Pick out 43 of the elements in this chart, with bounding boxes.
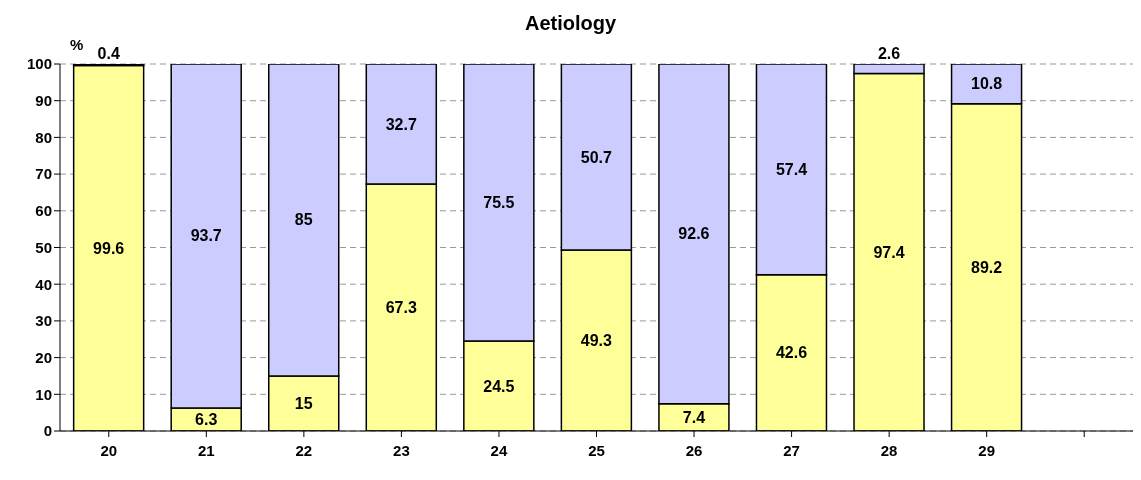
data-label: 57.4 [775,160,808,178]
y-tick-label: 0 [43,422,52,440]
y-tick-label: 10 [35,385,52,403]
y-tick-label: 50 [35,238,52,256]
y-axis-title: % [70,36,84,53]
y-tick-label: 40 [35,275,52,293]
data-label: 89.2 [971,258,1003,276]
data-label: 0.4 [97,44,120,62]
x-tick-label: 26 [685,441,703,459]
y-tick-label: 60 [35,202,52,220]
y-tick-label: 30 [35,312,52,330]
y-tick-label: 80 [35,128,52,146]
data-label: 93.7 [190,227,222,245]
data-label: 24.5 [483,377,515,395]
data-label: 85 [294,211,313,229]
x-tick-label: 25 [588,441,605,459]
chart-title: Aetiology [524,12,617,34]
x-tick-label: 29 [978,441,996,459]
x-tick-label: 22 [295,441,313,459]
x-tick-label: 20 [100,441,118,459]
data-label: 6.3 [195,410,218,428]
x-tick-label: 27 [783,441,800,459]
data-label: 67.3 [385,299,417,316]
y-tick-label: 20 [35,348,52,366]
data-label: 15 [294,394,313,412]
y-tick-label: 100 [26,55,52,73]
x-tick-label: 23 [393,441,410,459]
x-tick-label: 24 [490,441,508,459]
data-label: 75.5 [483,194,515,212]
data-label: 99.6 [93,239,125,257]
data-label: 42.6 [775,344,808,362]
data-label: 97.4 [873,243,905,261]
data-label: 2.6 [877,44,901,62]
data-label: 7.4 [682,408,706,426]
y-tick-label: 90 [35,92,52,110]
x-tick-label: 21 [197,441,215,459]
data-label: 10.8 [971,75,1003,93]
x-tick-label: 28 [880,441,898,459]
y-tick-label: 70 [35,165,52,183]
data-label: 92.6 [678,225,710,243]
data-label: 49.3 [580,332,613,350]
data-label: 32.7 [385,115,417,133]
data-label: 50.7 [580,148,613,166]
